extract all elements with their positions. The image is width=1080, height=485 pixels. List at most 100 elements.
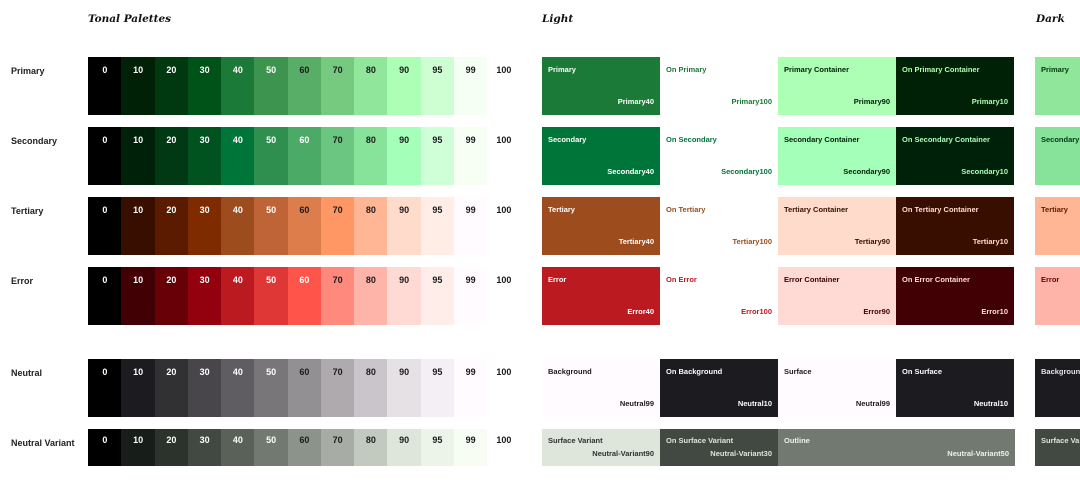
primary-tone-90-swatch[interactable]: 90 — [387, 57, 421, 115]
light-on-surface-variant-role[interactable]: On Surface Variant Neutral-Variant30 — [660, 429, 778, 466]
neutral-variant-tone-95-swatch[interactable]: 95 — [420, 429, 455, 466]
secondary-tone-90-swatch[interactable]: 90 — [387, 127, 421, 185]
secondary-tone-99-swatch[interactable]: 99 — [453, 127, 488, 185]
light-on-surface-role[interactable]: On Surface Neutral10 — [896, 359, 1014, 417]
neutral-variant-tone-0-swatch[interactable]: 0 — [88, 429, 122, 466]
secondary-tone-100-swatch[interactable]: 100 — [487, 127, 521, 185]
primary-tone-30-swatch[interactable]: 30 — [187, 57, 222, 115]
light-secondary-role[interactable]: Secondary Secondary40 — [542, 127, 660, 185]
neutral-variant-tone-80-swatch[interactable]: 80 — [354, 429, 388, 466]
primary-tone-10-swatch[interactable]: 10 — [121, 57, 155, 115]
neutral-tone-90-swatch[interactable]: 90 — [387, 359, 421, 417]
tertiary-tone-95-swatch[interactable]: 95 — [420, 197, 455, 255]
neutral-variant-tone-30-swatch[interactable]: 30 — [187, 429, 222, 466]
secondary-tone-40-swatch[interactable]: 40 — [221, 127, 255, 185]
neutral-variant-tone-99-swatch[interactable]: 99 — [453, 429, 488, 466]
tertiary-tone-10-swatch[interactable]: 10 — [121, 197, 155, 255]
error-tone-10-swatch[interactable]: 10 — [121, 267, 155, 325]
neutral-tone-40-swatch[interactable]: 40 — [221, 359, 255, 417]
tertiary-tone-60-swatch[interactable]: 60 — [287, 197, 322, 255]
light-tertiary-role[interactable]: Tertiary Tertiary40 — [542, 197, 660, 255]
error-tone-60-swatch[interactable]: 60 — [287, 267, 322, 325]
neutral-variant-tone-60-swatch[interactable]: 60 — [287, 429, 322, 466]
tertiary-tone-50-swatch[interactable]: 50 — [254, 197, 288, 255]
tertiary-tone-70-swatch[interactable]: 70 — [320, 197, 355, 255]
dark-background-role[interactable]: Background — [1035, 359, 1080, 417]
tertiary-tone-100-swatch[interactable]: 100 — [487, 197, 521, 255]
dark-secondary-role[interactable]: Secondary — [1035, 127, 1080, 185]
secondary-tone-10-swatch[interactable]: 10 — [121, 127, 155, 185]
primary-tone-80-swatch[interactable]: 80 — [354, 57, 388, 115]
error-tone-70-swatch[interactable]: 70 — [320, 267, 355, 325]
light-secondary-container-role[interactable]: Secondary Container Secondary90 — [778, 127, 896, 185]
neutral-tone-60-swatch[interactable]: 60 — [287, 359, 322, 417]
error-tone-50-swatch[interactable]: 50 — [254, 267, 288, 325]
tertiary-tone-40-swatch[interactable]: 40 — [221, 197, 255, 255]
light-outline-role[interactable]: Outline Neutral-Variant50 — [778, 429, 1015, 466]
neutral-tone-99-swatch[interactable]: 99 — [453, 359, 488, 417]
primary-tone-0-swatch[interactable]: 0 — [88, 57, 122, 115]
primary-tone-100-swatch[interactable]: 100 — [487, 57, 521, 115]
error-tone-40-swatch[interactable]: 40 — [221, 267, 255, 325]
primary-tone-40-swatch[interactable]: 40 — [221, 57, 255, 115]
error-tone-0-swatch[interactable]: 0 — [88, 267, 122, 325]
primary-tone-20-swatch[interactable]: 20 — [154, 57, 189, 115]
tertiary-tone-99-swatch[interactable]: 99 — [453, 197, 488, 255]
neutral-variant-tone-50-swatch[interactable]: 50 — [254, 429, 288, 466]
light-on-secondary-container-role[interactable]: On Secondary Container Secondary10 — [896, 127, 1014, 185]
dark-tertiary-role[interactable]: Tertiary — [1035, 197, 1080, 255]
primary-tone-99-swatch[interactable]: 99 — [453, 57, 488, 115]
neutral-tone-50-swatch[interactable]: 50 — [254, 359, 288, 417]
light-on-background-role[interactable]: On Background Neutral10 — [660, 359, 778, 417]
light-on-secondary-role[interactable]: On Secondary Secondary100 — [660, 127, 778, 185]
error-tone-90-swatch[interactable]: 90 — [387, 267, 421, 325]
secondary-tone-20-swatch[interactable]: 20 — [154, 127, 189, 185]
light-on-primary-container-role[interactable]: On Primary Container Primary10 — [896, 57, 1014, 115]
secondary-tone-80-swatch[interactable]: 80 — [354, 127, 388, 185]
secondary-tone-60-swatch[interactable]: 60 — [287, 127, 322, 185]
neutral-tone-95-swatch[interactable]: 95 — [420, 359, 455, 417]
light-primary-role[interactable]: Primary Primary40 — [542, 57, 660, 115]
dark-error-role[interactable]: Error — [1035, 267, 1080, 325]
neutral-tone-70-swatch[interactable]: 70 — [320, 359, 355, 417]
primary-tone-60-swatch[interactable]: 60 — [287, 57, 322, 115]
light-background-role[interactable]: Background Neutral99 — [542, 359, 660, 417]
neutral-variant-tone-70-swatch[interactable]: 70 — [320, 429, 355, 466]
secondary-tone-70-swatch[interactable]: 70 — [320, 127, 355, 185]
neutral-variant-tone-20-swatch[interactable]: 20 — [154, 429, 189, 466]
light-error-role[interactable]: Error Error40 — [542, 267, 660, 325]
neutral-tone-100-swatch[interactable]: 100 — [487, 359, 521, 417]
error-tone-100-swatch[interactable]: 100 — [487, 267, 521, 325]
light-on-tertiary-container-role[interactable]: On Tertiary Container Tertiary10 — [896, 197, 1014, 255]
neutral-tone-0-swatch[interactable]: 0 — [88, 359, 122, 417]
primary-tone-50-swatch[interactable]: 50 — [254, 57, 288, 115]
error-tone-99-swatch[interactable]: 99 — [453, 267, 488, 325]
secondary-tone-30-swatch[interactable]: 30 — [187, 127, 222, 185]
neutral-variant-tone-90-swatch[interactable]: 90 — [387, 429, 421, 466]
tertiary-tone-0-swatch[interactable]: 0 — [88, 197, 122, 255]
light-surface-variant-role[interactable]: Surface Variant Neutral-Variant90 — [542, 429, 660, 466]
secondary-tone-0-swatch[interactable]: 0 — [88, 127, 122, 185]
primary-tone-95-swatch[interactable]: 95 — [420, 57, 455, 115]
secondary-tone-50-swatch[interactable]: 50 — [254, 127, 288, 185]
tertiary-tone-80-swatch[interactable]: 80 — [354, 197, 388, 255]
light-error-container-role[interactable]: Error Container Error90 — [778, 267, 896, 325]
neutral-variant-tone-100-swatch[interactable]: 100 — [487, 429, 521, 466]
secondary-tone-95-swatch[interactable]: 95 — [420, 127, 455, 185]
light-on-tertiary-role[interactable]: On Tertiary Tertiary100 — [660, 197, 778, 255]
tertiary-tone-30-swatch[interactable]: 30 — [187, 197, 222, 255]
error-tone-95-swatch[interactable]: 95 — [420, 267, 455, 325]
neutral-variant-tone-40-swatch[interactable]: 40 — [221, 429, 255, 466]
light-on-error-role[interactable]: On Error Error100 — [660, 267, 778, 325]
light-surface-role[interactable]: Surface Neutral99 — [778, 359, 896, 417]
light-tertiary-container-role[interactable]: Tertiary Container Tertiary90 — [778, 197, 896, 255]
error-tone-30-swatch[interactable]: 30 — [187, 267, 222, 325]
neutral-tone-10-swatch[interactable]: 10 — [121, 359, 155, 417]
dark-surface-va-role[interactable]: Surface Va — [1035, 429, 1080, 466]
light-primary-container-role[interactable]: Primary Container Primary90 — [778, 57, 896, 115]
error-tone-20-swatch[interactable]: 20 — [154, 267, 189, 325]
neutral-tone-20-swatch[interactable]: 20 — [154, 359, 189, 417]
primary-tone-70-swatch[interactable]: 70 — [320, 57, 355, 115]
neutral-tone-30-swatch[interactable]: 30 — [187, 359, 222, 417]
light-on-primary-role[interactable]: On Primary Primary100 — [660, 57, 778, 115]
